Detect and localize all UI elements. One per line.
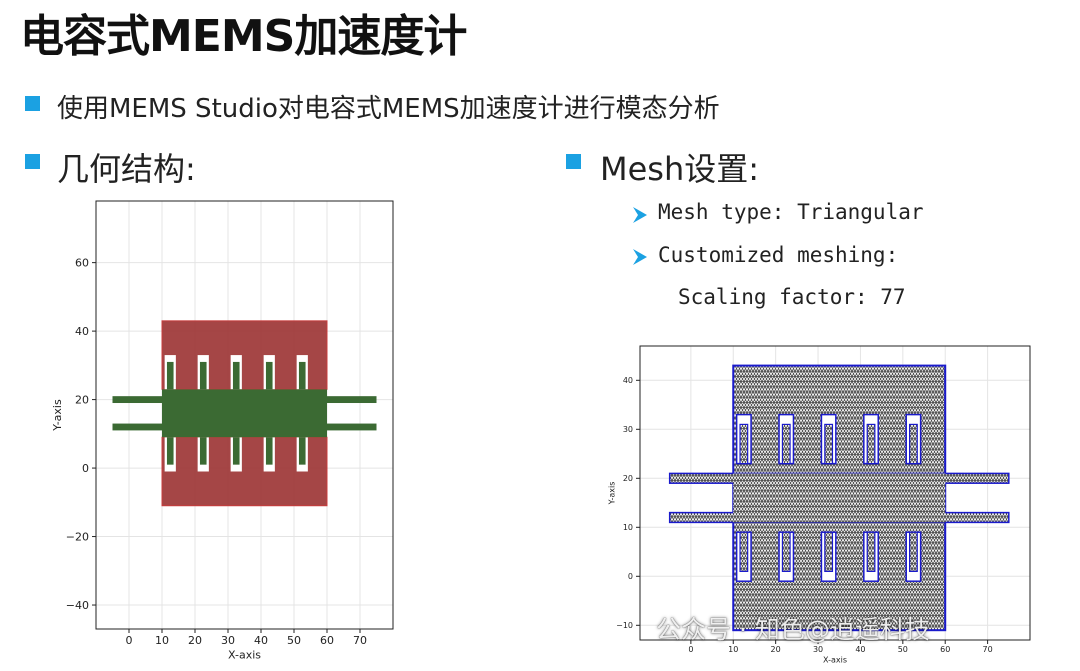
y-tick-label: 0 (628, 572, 633, 581)
x-tick-label: 30 (221, 634, 235, 647)
y-tick-label: 60 (75, 256, 89, 269)
x-tick-label: 60 (940, 645, 950, 654)
arrow-bullet-icon (633, 249, 647, 265)
plot-frame (95, 200, 394, 630)
moving-finger-bottom (232, 437, 240, 465)
y-tick-label: 40 (75, 325, 89, 338)
y-tick-label: −10 (616, 621, 633, 630)
x-tick-label: 20 (188, 634, 202, 647)
mesh-top-finger (909, 423, 918, 465)
geometry-heading: 几何结构: (57, 150, 196, 188)
mesh-type-text: Mesh type: Triangular (658, 200, 924, 224)
y-tick-label: 40 (623, 376, 633, 385)
y-tick-label: 10 (623, 523, 633, 532)
geometry-plot: 0 10 20 30 40 50 60 70 −40 −20 0 20 40 60 X-axis Y-axis (51, 200, 394, 661)
moving-finger-top (265, 361, 273, 390)
y-axis-label: Y-axis (51, 399, 64, 432)
plot-frame (639, 345, 1031, 641)
mesh-bottom-finger (824, 531, 834, 572)
mesh-bottom-finger (909, 531, 918, 572)
mesh-top-finger (824, 423, 834, 465)
mesh-bottom-finger (866, 531, 876, 572)
x-axis-label: X-axis (823, 655, 847, 664)
x-tick-label: 50 (287, 634, 301, 647)
bullet-square-icon (566, 154, 581, 169)
bullet-square-icon (25, 154, 40, 169)
moving-finger-bottom (298, 437, 306, 465)
mesh-proof-mass (733, 473, 946, 523)
x-tick-label: 0 (126, 634, 133, 647)
moving-finger-top (199, 361, 207, 390)
scaling-factor-text: Scaling factor: 77 (678, 285, 906, 309)
slide-title: 电容式MEMS加速度计 (20, 11, 467, 62)
mesh-heading: Mesh设置: (600, 150, 760, 188)
mesh-plot: 0 10 20 30 40 50 60 70 −10 0 10 20 30 40 X-axis Y-axis (607, 345, 1031, 664)
x-tick-label: 20 (771, 645, 781, 654)
moving-finger-top (298, 361, 306, 390)
x-tick-label: 70 (353, 634, 367, 647)
watermark-text: 公众号 · 知色@逍遥科技 (656, 615, 930, 644)
x-tick-label: 60 (320, 634, 334, 647)
x-tick-label: 40 (855, 645, 865, 654)
moving-finger-bottom (166, 437, 174, 465)
y-tick-label: 30 (623, 425, 633, 434)
custom-meshing-text: Customized meshing: (658, 243, 899, 267)
y-tick-label: −40 (66, 599, 89, 612)
x-tick-label: 30 (813, 645, 823, 654)
moving-finger-bottom (265, 437, 273, 465)
x-axis-label: X-axis (228, 648, 261, 661)
y-tick-label: −20 (66, 530, 89, 543)
mesh-top-finger (781, 423, 791, 465)
bullet-square-icon (25, 96, 40, 111)
mesh-top-finger (866, 423, 876, 465)
mesh-top-finger (739, 423, 749, 465)
y-tick-label: 20 (623, 474, 633, 483)
moving-finger-top (166, 361, 174, 390)
x-tick-label: 50 (898, 645, 908, 654)
x-tick-label: 70 (983, 645, 993, 654)
mesh-bottom-finger (739, 531, 749, 572)
mesh-bottom-finger (781, 531, 791, 572)
bullet-text-modal-analysis: 使用MEMS Studio对电容式MEMS加速度计进行模态分析 (57, 94, 720, 124)
x-tick-label: 0 (688, 645, 693, 654)
y-axis-label: Y-axis (607, 482, 616, 506)
moving-finger-top (232, 361, 240, 390)
y-tick-label: 20 (75, 393, 89, 406)
proof-mass (162, 389, 327, 438)
x-tick-label: 40 (254, 634, 268, 647)
arrow-bullet-icon (633, 207, 647, 223)
x-tick-label: 10 (728, 645, 738, 654)
y-tick-label: 0 (82, 462, 89, 475)
moving-finger-bottom (199, 437, 207, 465)
x-tick-label: 10 (155, 634, 169, 647)
